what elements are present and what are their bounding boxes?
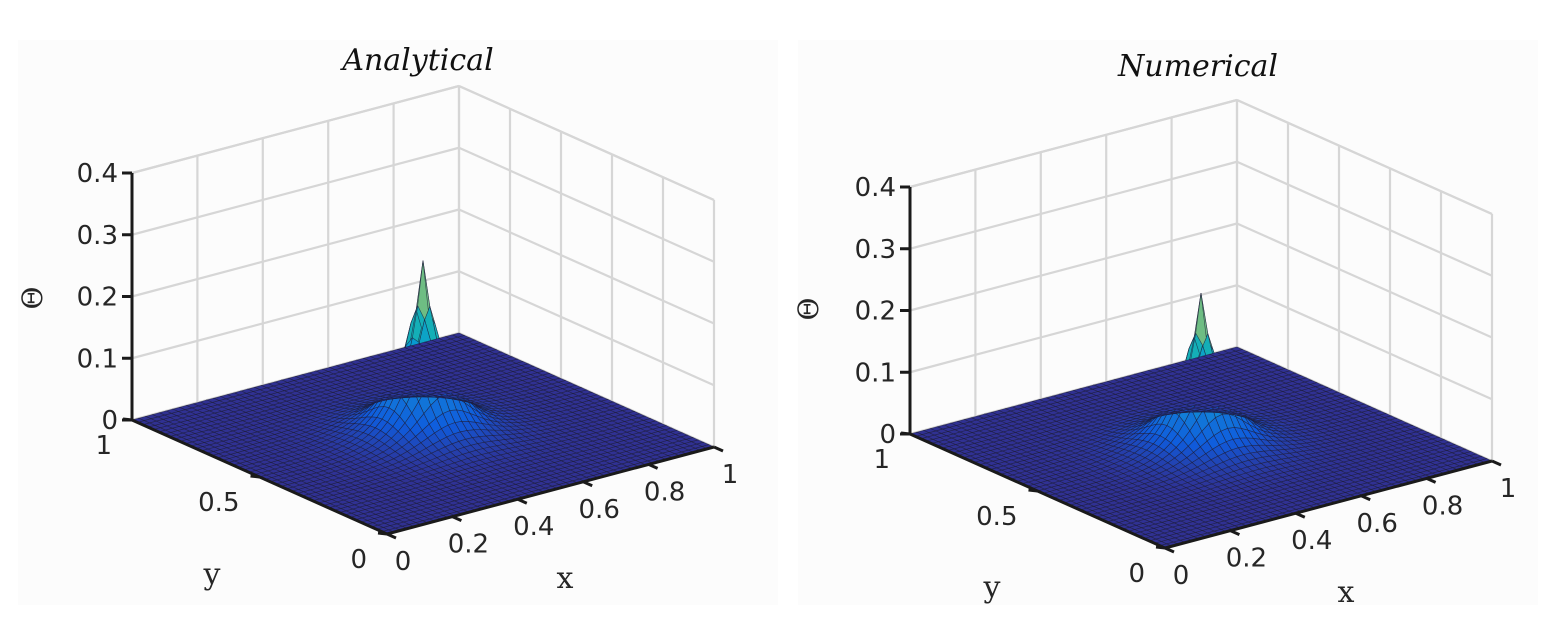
x-tick-label: 0.8 [1422,491,1463,521]
x-tick-label: 0.8 [644,477,685,507]
x-tick-label: 1 [1500,474,1517,504]
x-tick-label: 0.2 [448,530,489,560]
y-tick-mark [1029,490,1038,491]
y-tick-label: 0 [350,545,367,575]
x-axis-label: x [1338,575,1355,610]
z-tick-label: 0 [101,406,118,436]
x-tick-label: 0.4 [513,512,554,542]
x-tick-label: 0.6 [579,495,620,525]
y-axis-label: y [983,570,1001,605]
z-tick-label: 0.4 [855,173,896,203]
z-tick-label: 0 [879,420,896,450]
z-tick-label: 0.3 [855,235,896,265]
z-axis-label: Θ [792,298,825,321]
y-tick-label: 0.5 [976,502,1017,532]
x-tick-label: 1 [722,460,739,490]
z-axis-label: Θ [16,287,49,310]
chart-title: Analytical [339,43,493,78]
z-tick-label: 0.1 [855,358,896,388]
x-tick-label: 0 [1173,561,1190,591]
y-tick-mark [378,533,387,534]
y-tick-mark [251,476,260,477]
x-tick-label: 0.6 [1357,509,1398,539]
x-axis-label: x [557,561,574,596]
y-tick-label: 0 [1128,559,1145,589]
y-axis-label: y [203,557,221,592]
chart-title: Numerical [1117,49,1278,84]
z-tick-label: 0.4 [77,159,118,189]
y-tick-mark [1156,547,1165,548]
x-tick-label: 0 [395,547,412,577]
z-tick-label: 0.3 [77,221,118,251]
z-tick-label: 0.1 [77,344,118,374]
x-tick-label: 0.4 [1291,526,1332,556]
y-tick-label: 0.5 [198,488,239,518]
z-tick-label: 0.2 [855,297,896,327]
z-tick-label: 0.2 [77,283,118,313]
x-tick-label: 0.2 [1226,544,1267,574]
